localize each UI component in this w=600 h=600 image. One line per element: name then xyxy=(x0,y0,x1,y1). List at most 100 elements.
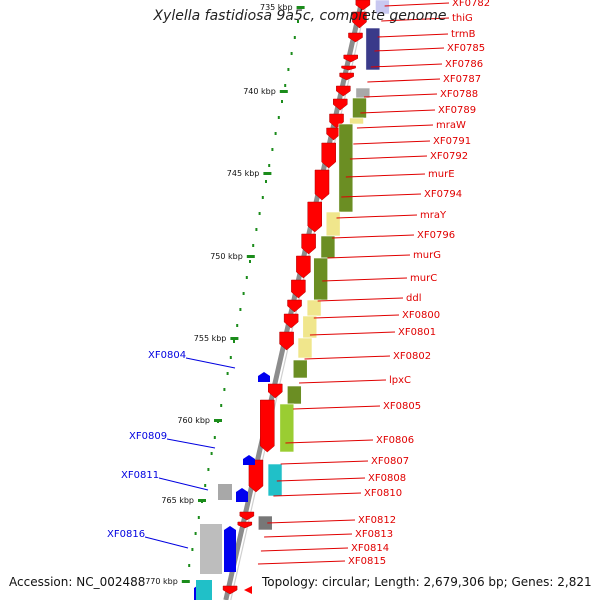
right-label-leader xyxy=(285,439,374,444)
forward-gene-arrow xyxy=(279,331,294,351)
scale-tick xyxy=(181,580,190,583)
right-label-leader xyxy=(299,379,387,384)
scale-dot xyxy=(191,548,194,551)
scale-dot xyxy=(271,148,274,151)
scale-tick-label: 745 kbp xyxy=(227,169,260,178)
reverse-gene-arrow xyxy=(243,455,255,465)
right-label-leader xyxy=(317,297,404,302)
topology-text: Topology: circular; Length: 2,679,306 bp… xyxy=(262,575,592,589)
scale-tick xyxy=(296,6,305,9)
gene-label-right: XF0812 xyxy=(358,515,396,526)
scale-dot xyxy=(204,484,207,487)
left-label-leader xyxy=(158,477,209,491)
gene-label-right: trmB xyxy=(451,29,476,40)
right-label-leader xyxy=(257,560,346,565)
scale-dot xyxy=(220,404,223,407)
left-label-leader xyxy=(166,438,216,449)
right-label-leader xyxy=(370,63,443,68)
gene-label-right: mraW xyxy=(436,120,466,131)
scale-dot xyxy=(223,388,226,391)
gene-label-right: XF0792 xyxy=(430,151,468,162)
forward-gene-arrow xyxy=(301,233,316,255)
map-title: Xylella fastidiosa 9a5c, complete genome xyxy=(153,8,447,24)
scale-dot xyxy=(284,84,287,87)
feature-block xyxy=(267,463,283,497)
right-label-leader xyxy=(322,277,408,282)
right-label-leader xyxy=(327,254,411,259)
scale-dot xyxy=(281,100,283,103)
forward-gene-arrow xyxy=(248,459,264,493)
reverse-gene-arrow xyxy=(236,488,248,502)
feature-block xyxy=(352,97,367,119)
right-label-leader xyxy=(280,460,369,465)
gene-label-left: XF0809 xyxy=(129,431,167,442)
forward-gene-arrow xyxy=(314,169,330,201)
scale-dot xyxy=(233,340,235,343)
feature-block xyxy=(218,484,232,500)
right-label-leader xyxy=(356,124,434,129)
forward-gene-arrow xyxy=(267,383,283,399)
gene-label-right: XF0791 xyxy=(433,136,471,147)
gene-label-right: mraY xyxy=(420,210,447,221)
gene-label-right: murG xyxy=(413,250,441,261)
right-label-leader xyxy=(276,477,366,482)
gene-label-left: XF0816 xyxy=(107,529,145,540)
feature-block xyxy=(365,27,381,71)
scale-dot xyxy=(236,324,239,327)
right-label-leader xyxy=(273,492,362,497)
scale-dot xyxy=(239,308,242,311)
feature-block xyxy=(287,385,302,405)
scale-dot xyxy=(242,292,245,295)
gene-label-right: XF0788 xyxy=(440,89,478,100)
gene-label-right: XF0802 xyxy=(393,351,431,362)
gene-label-right: XF0785 xyxy=(447,43,485,54)
feature-block xyxy=(349,117,364,125)
forward-gene-arrow xyxy=(239,511,255,521)
reverse-gene-arrow xyxy=(224,526,236,572)
gene-label-right: XF0805 xyxy=(383,401,421,412)
right-label-leader xyxy=(374,47,445,52)
scale-dot xyxy=(194,532,197,535)
gene-label-left: XF0811 xyxy=(121,470,159,481)
feature-block xyxy=(196,580,212,600)
scale-dot xyxy=(188,564,191,567)
gene-label-right: XF0815 xyxy=(348,556,386,567)
feature-block xyxy=(279,403,295,453)
scale-tick xyxy=(230,337,239,340)
forward-gene-arrow xyxy=(333,98,348,111)
right-label-leader xyxy=(293,405,381,410)
forward-gene-arrow xyxy=(355,0,371,11)
scale-tick-label: 755 kbp xyxy=(194,334,227,343)
gene-label-right: XF0787 xyxy=(443,74,481,85)
forward-gene-arrow xyxy=(343,54,358,63)
scale-tick xyxy=(246,255,255,258)
gene-label-right: XF0796 xyxy=(417,230,455,241)
scale-dot xyxy=(265,180,267,183)
scale-tick-label: 735 kbp xyxy=(260,3,293,12)
scale-tick-label: 770 kbp xyxy=(145,577,178,586)
scale-tick xyxy=(214,419,222,422)
gene-label-right: XF0813 xyxy=(355,529,393,540)
forward-gene-arrow xyxy=(348,32,363,43)
forward-gene-arrow xyxy=(283,313,299,329)
feature-block xyxy=(292,359,308,379)
scale-dot xyxy=(245,276,248,279)
gene-label-right: thiG xyxy=(452,13,473,24)
forward-gene-arrow xyxy=(339,72,354,81)
left-label-leader xyxy=(144,536,189,549)
feature-block xyxy=(338,123,354,213)
right-label-leader xyxy=(377,33,449,38)
forward-gene-arrow xyxy=(336,85,351,97)
right-label-leader xyxy=(309,331,396,336)
scale-dot xyxy=(255,228,258,231)
feature-block xyxy=(200,524,222,574)
feature-block xyxy=(325,211,341,237)
right-label-leader xyxy=(304,355,391,360)
right-label-leader xyxy=(336,214,418,219)
scale-dot xyxy=(277,116,280,119)
gene-label-right: XF0808 xyxy=(368,473,406,484)
feature-block xyxy=(313,257,328,301)
scale-dot xyxy=(258,212,261,215)
